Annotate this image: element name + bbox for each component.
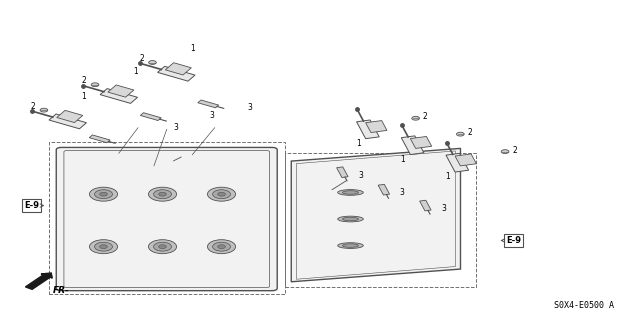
Circle shape xyxy=(95,190,113,199)
Ellipse shape xyxy=(342,217,358,221)
Text: 1: 1 xyxy=(401,155,405,164)
Text: 3: 3 xyxy=(247,103,252,112)
Ellipse shape xyxy=(342,244,358,247)
Polygon shape xyxy=(401,136,424,154)
Polygon shape xyxy=(420,200,431,211)
Text: FR-: FR- xyxy=(53,286,70,295)
Circle shape xyxy=(154,242,172,251)
Ellipse shape xyxy=(338,216,364,222)
Ellipse shape xyxy=(338,189,364,195)
Text: 3: 3 xyxy=(442,204,446,213)
Polygon shape xyxy=(337,167,348,178)
Text: E-9: E-9 xyxy=(24,201,39,210)
Text: 3: 3 xyxy=(400,188,404,197)
Polygon shape xyxy=(291,148,461,282)
Polygon shape xyxy=(89,135,110,143)
Circle shape xyxy=(207,187,236,201)
Text: 1: 1 xyxy=(445,173,450,182)
Text: 2: 2 xyxy=(512,145,517,154)
Polygon shape xyxy=(100,89,138,103)
Polygon shape xyxy=(410,137,432,148)
Text: 3: 3 xyxy=(174,123,179,132)
Text: 1: 1 xyxy=(190,44,195,54)
Circle shape xyxy=(456,132,464,136)
Circle shape xyxy=(148,240,177,254)
Text: 3: 3 xyxy=(209,111,214,120)
Polygon shape xyxy=(140,113,161,121)
Text: 1: 1 xyxy=(356,139,361,148)
Bar xyxy=(285,153,476,286)
Circle shape xyxy=(90,240,118,254)
FancyBboxPatch shape xyxy=(56,147,277,291)
Polygon shape xyxy=(455,154,476,166)
Polygon shape xyxy=(157,66,195,81)
Polygon shape xyxy=(165,63,191,75)
Text: 1: 1 xyxy=(132,67,138,76)
Circle shape xyxy=(212,190,230,199)
Circle shape xyxy=(218,245,225,249)
Circle shape xyxy=(159,245,166,249)
Circle shape xyxy=(100,245,108,249)
Polygon shape xyxy=(446,153,468,172)
Circle shape xyxy=(148,61,156,64)
Circle shape xyxy=(212,242,230,251)
Circle shape xyxy=(91,83,99,87)
Text: 2: 2 xyxy=(82,77,86,85)
Circle shape xyxy=(218,192,225,196)
Circle shape xyxy=(95,242,113,251)
Text: 3: 3 xyxy=(358,171,363,180)
Circle shape xyxy=(159,192,166,196)
Text: 2: 2 xyxy=(423,112,428,121)
Circle shape xyxy=(148,187,177,201)
Circle shape xyxy=(40,108,48,112)
Text: 2: 2 xyxy=(468,128,472,137)
Circle shape xyxy=(100,192,108,196)
Circle shape xyxy=(207,240,236,254)
Text: 1: 1 xyxy=(82,92,86,101)
Text: E-9: E-9 xyxy=(506,236,521,245)
FancyArrow shape xyxy=(26,273,52,289)
Circle shape xyxy=(412,116,419,120)
Ellipse shape xyxy=(338,243,364,249)
Ellipse shape xyxy=(342,191,358,194)
Polygon shape xyxy=(49,114,86,129)
Polygon shape xyxy=(378,184,390,195)
Polygon shape xyxy=(198,100,219,108)
Text: S0X4-E0500 A: S0X4-E0500 A xyxy=(554,301,614,310)
Polygon shape xyxy=(57,110,83,122)
Circle shape xyxy=(154,190,172,199)
Text: 2: 2 xyxy=(31,102,35,111)
Circle shape xyxy=(501,150,509,153)
Polygon shape xyxy=(365,121,387,132)
Polygon shape xyxy=(356,120,380,139)
Circle shape xyxy=(90,187,118,201)
Bar xyxy=(49,142,285,294)
Polygon shape xyxy=(108,85,134,97)
Text: 2: 2 xyxy=(140,54,144,63)
